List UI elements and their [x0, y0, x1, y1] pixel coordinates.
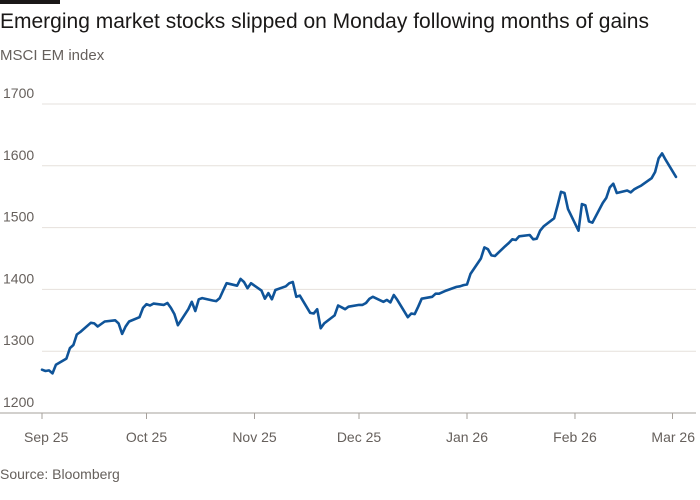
series-line-msci-em — [40, 152, 678, 375]
x-tick-label: Sep 25 — [24, 429, 69, 445]
y-tick-label: 1400 — [3, 270, 34, 286]
y-tick-label: 1600 — [3, 147, 34, 163]
y-axis: 1200 1300 1400 1500 1600 1700 — [3, 85, 34, 410]
x-tick-label: Feb 26 — [553, 429, 597, 445]
x-tick-label: Oct 25 — [126, 429, 167, 445]
x-tick-label: Dec 25 — [337, 429, 382, 445]
brand-top-bar — [0, 0, 60, 4]
y-tick-label: 1200 — [3, 394, 34, 410]
chart-title: Emerging market stocks slipped on Monday… — [0, 10, 649, 33]
chart-subtitle: MSCI EM index — [0, 47, 105, 64]
x-tick-label: Nov 25 — [232, 429, 277, 445]
x-tick-label: Mar 26 — [651, 429, 695, 445]
x-tick-label: Jan 26 — [446, 429, 488, 445]
y-tick-label: 1700 — [3, 85, 34, 101]
y-tick-label: 1500 — [3, 209, 34, 225]
series-layer — [40, 152, 678, 375]
source-note: Source: Bloomberg — [0, 466, 120, 482]
grid-layer — [0, 103, 696, 414]
x-axis: Sep 25 Oct 25 Nov 25 Dec 25 Jan 26 Feb 26 Mar … — [24, 413, 695, 445]
y-tick-label: 1300 — [3, 332, 34, 348]
